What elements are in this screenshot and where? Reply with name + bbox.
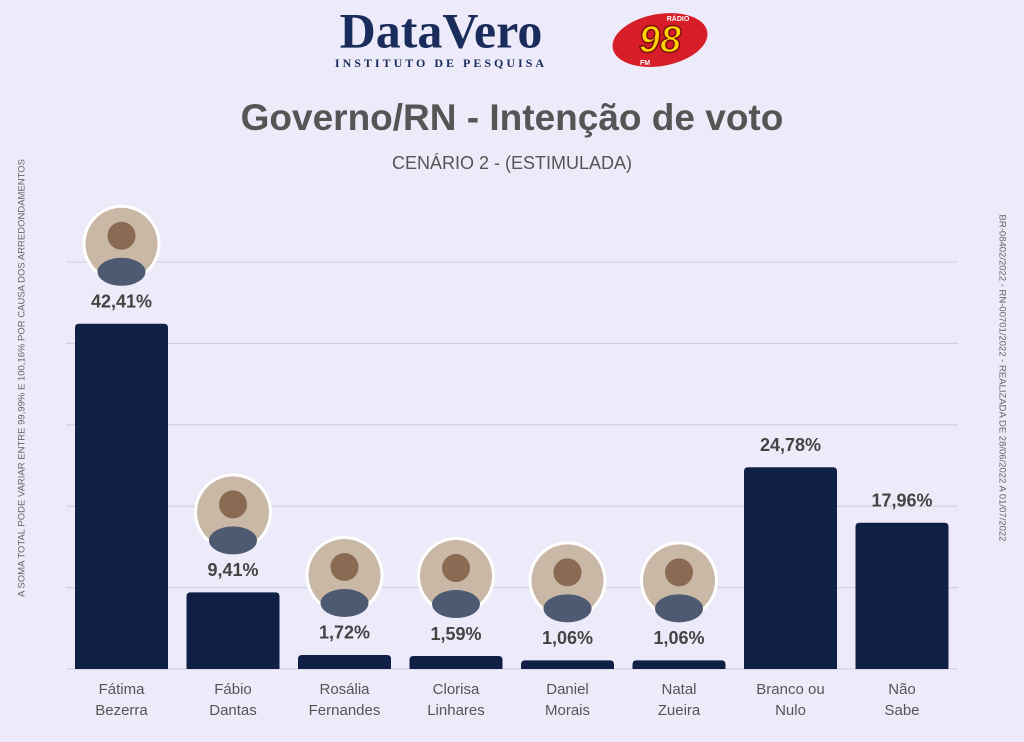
value-label: 17,96% (871, 491, 932, 511)
x-tick-label: Daniel (546, 681, 589, 698)
candidate-photo (305, 535, 384, 617)
bar (744, 467, 837, 669)
x-tick-label: Dantas (209, 702, 257, 719)
chart-title: Governo/RN - Intenção de voto (241, 97, 784, 138)
brand-tagline: INSTITUTO DE PESQUISA (335, 56, 547, 70)
x-tick-label: Clorisa (433, 681, 480, 698)
photo-head (107, 221, 136, 250)
photo-head (219, 490, 247, 519)
bar (855, 522, 949, 669)
candidate-photo (640, 541, 718, 623)
candidate-photo (528, 541, 607, 623)
value-label: 24,78% (760, 435, 821, 455)
x-tick-label: Morais (545, 702, 590, 719)
brand-logo: DataVero (340, 2, 543, 58)
right-note: BR-08402/2022 - RN-00701/2022 - REALIZAD… (996, 215, 1007, 542)
x-tick-label: Zueira (658, 702, 701, 719)
value-label: 42,41% (91, 292, 152, 312)
value-label: 1,06% (653, 628, 704, 648)
radio-number: 98 (639, 19, 682, 61)
value-label: 1,72% (319, 623, 370, 643)
x-tick-label: Rosália (319, 681, 370, 698)
value-label: 9,41% (207, 560, 258, 580)
photo-body (655, 594, 703, 623)
bar (186, 592, 280, 669)
candidate-photo (82, 204, 161, 286)
x-tick-label: Bezerra (95, 702, 148, 719)
x-tick-label: Fernandes (309, 702, 381, 719)
value-label: 1,06% (542, 628, 593, 648)
photo-head (553, 558, 582, 587)
bar (298, 654, 391, 669)
x-tick-label: Nulo (775, 702, 806, 719)
photo-body (97, 257, 146, 286)
bar (75, 323, 168, 669)
photo-body (543, 594, 592, 623)
left-note: A SOMA TOTAL PODE VARIAR ENTRE 99,99% E … (17, 159, 28, 597)
x-tick-label: Natal (661, 681, 696, 698)
chart-subtitle: CENÁRIO 2 - (ESTIMULADA) (392, 153, 632, 173)
value-label: 1,59% (430, 624, 481, 644)
radio-badge (612, 13, 708, 67)
radio-band: FM (640, 60, 650, 67)
photo-body (320, 588, 369, 617)
radio-logo: RÁDIO 98 FM (612, 13, 708, 67)
x-tick-label: Sabe (884, 702, 919, 719)
x-tick-label: Linhares (427, 702, 485, 719)
photo-head (330, 552, 359, 581)
bar (409, 656, 503, 669)
bar (632, 660, 726, 669)
bar (521, 660, 614, 669)
candidate-photo (194, 473, 272, 555)
x-tick-label: Fábio (214, 681, 252, 698)
photo-head (665, 558, 693, 587)
x-tick-label: Não (888, 681, 916, 698)
photo-body (209, 526, 257, 555)
photo-body (432, 590, 480, 619)
x-tick-label: Branco ou (756, 681, 824, 698)
candidate-photo (417, 537, 495, 619)
photo-head (442, 554, 470, 583)
radio-name: RÁDIO (667, 14, 690, 23)
x-tick-label: Fátima (99, 681, 146, 698)
